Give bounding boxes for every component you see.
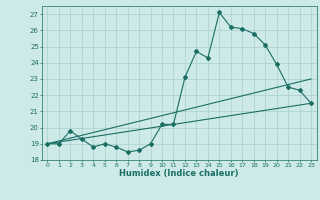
- X-axis label: Humidex (Indice chaleur): Humidex (Indice chaleur): [119, 169, 239, 178]
